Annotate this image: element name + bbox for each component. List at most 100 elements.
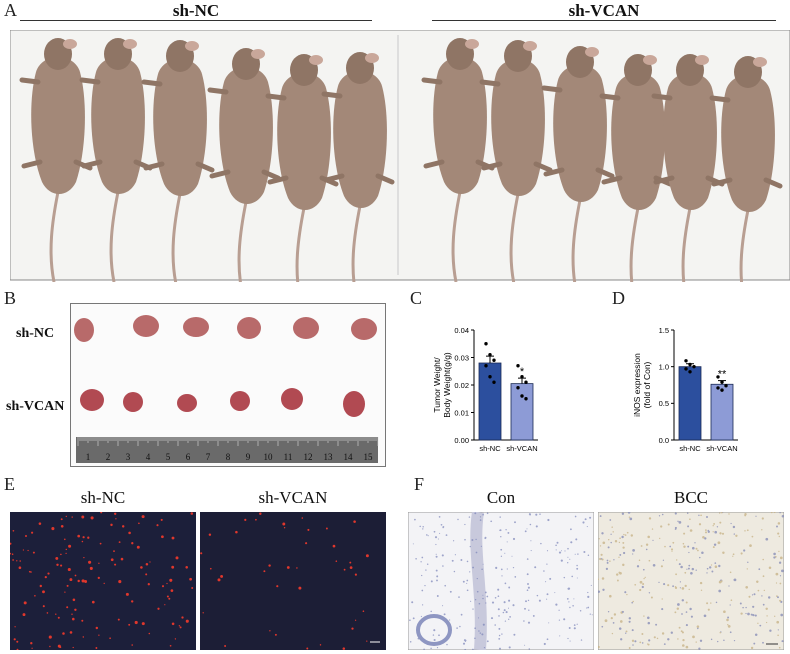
texture-dot: [754, 614, 757, 617]
ruler-numbers: 1 2 3 4 5 6 7 8 9 10 11 12 13 14 15: [86, 452, 373, 462]
texture-dot: [64, 591, 66, 593]
texture-dot: [634, 640, 637, 643]
texture-dot: [110, 558, 114, 562]
ruler-ticks: [77, 437, 379, 446]
texture-dot: [424, 584, 426, 587]
panel-label-a: A: [4, 0, 17, 20]
texture-dot: [719, 631, 722, 634]
texture-dot: [640, 545, 643, 547]
texture-dot: [781, 514, 784, 518]
texture-dot: [647, 621, 651, 625]
texture-dot: [148, 632, 151, 635]
texture-dot: [740, 612, 743, 615]
texture-dot: [514, 521, 516, 524]
texture-dot: [754, 633, 758, 636]
panel-label-e: E: [4, 474, 15, 494]
texture-dot: [436, 575, 439, 578]
texture-dot: [716, 526, 719, 528]
texture-dot: [653, 636, 656, 639]
texture-dot: [49, 645, 51, 648]
texture-dot: [512, 537, 516, 541]
texture-dot: [189, 577, 192, 581]
texture-dot: [721, 532, 725, 535]
texture-dot: [190, 512, 194, 515]
texture-dot: [777, 522, 781, 525]
texture-dot: [616, 579, 619, 582]
texture-dot: [435, 543, 437, 546]
texture-dot: [436, 579, 438, 582]
texture-dot: [145, 563, 149, 566]
texture-dot: [491, 601, 495, 604]
texture-dot: [685, 645, 689, 649]
texture-dot: [632, 549, 635, 552]
texture-dot: [729, 604, 731, 606]
texture-dot: [434, 536, 438, 539]
texture-dot: [507, 531, 510, 534]
texture-dot: [601, 577, 605, 580]
texture-dot: [690, 571, 693, 575]
texture-dot: [486, 512, 489, 515]
texture-dot: [696, 625, 700, 628]
texture-dot: [739, 602, 742, 605]
texture-dot: [69, 578, 73, 582]
texture-dot: [618, 541, 621, 544]
category-label: sh-NC: [679, 444, 701, 453]
texture-dot: [504, 552, 506, 554]
texture-dot: [568, 627, 571, 629]
texture-dot: [687, 545, 690, 548]
texture-dot: [561, 550, 562, 552]
ruler-number: 4: [146, 452, 151, 462]
texture-dot: [710, 602, 712, 604]
data-point: [488, 353, 492, 357]
texture-dot: [759, 624, 762, 627]
texture-dot: [662, 559, 665, 561]
texture-dot: [652, 649, 654, 650]
texture-dot: [720, 580, 723, 583]
texture-dot: [705, 529, 707, 531]
texture-dot: [72, 598, 76, 602]
texture-dot: [579, 609, 582, 612]
texture-dot: [667, 523, 670, 526]
data-point: [492, 380, 496, 384]
texture-dot: [532, 614, 535, 617]
data-point: [724, 384, 728, 388]
texture-dot: [497, 608, 500, 611]
texture-dot: [12, 559, 14, 561]
texture-dot: [621, 535, 624, 539]
texture-dot: [751, 535, 754, 538]
texture-dot: [549, 577, 552, 580]
texture-dot: [505, 529, 507, 531]
texture-dot: [546, 638, 549, 641]
texture-dot: [114, 563, 117, 566]
texture-dot: [535, 513, 538, 516]
texture-dot: [546, 563, 548, 565]
texture-dot: [707, 529, 710, 532]
texture-dot: [526, 573, 529, 576]
texture-dot: [332, 544, 336, 548]
texture-dot: [65, 515, 67, 518]
texture-dot: [466, 589, 469, 592]
texture-dot: [166, 582, 168, 585]
texture-dot: [773, 512, 776, 514]
texture-dot: [117, 618, 120, 621]
texture-dot: [580, 639, 583, 641]
texture-dot: [714, 562, 717, 564]
texture-dot: [766, 615, 768, 617]
texture-dot: [530, 550, 532, 552]
texture-dot: [715, 601, 718, 604]
texture-dot: [632, 600, 635, 603]
texture-dot: [47, 572, 50, 575]
y-tick-label: 0.03: [454, 353, 469, 362]
texture-dot: [525, 600, 527, 603]
texture-dot: [30, 642, 33, 645]
texture-dot: [48, 635, 52, 639]
texture-dot: [529, 513, 531, 516]
texture-dot: [67, 567, 71, 572]
data-point: [484, 364, 488, 368]
texture-dot: [349, 566, 353, 569]
texture-dot: [571, 575, 574, 578]
texture-dot: [114, 512, 117, 515]
texture-dot: [499, 516, 501, 518]
texture-dot: [138, 522, 140, 525]
texture-dot: [479, 632, 482, 634]
